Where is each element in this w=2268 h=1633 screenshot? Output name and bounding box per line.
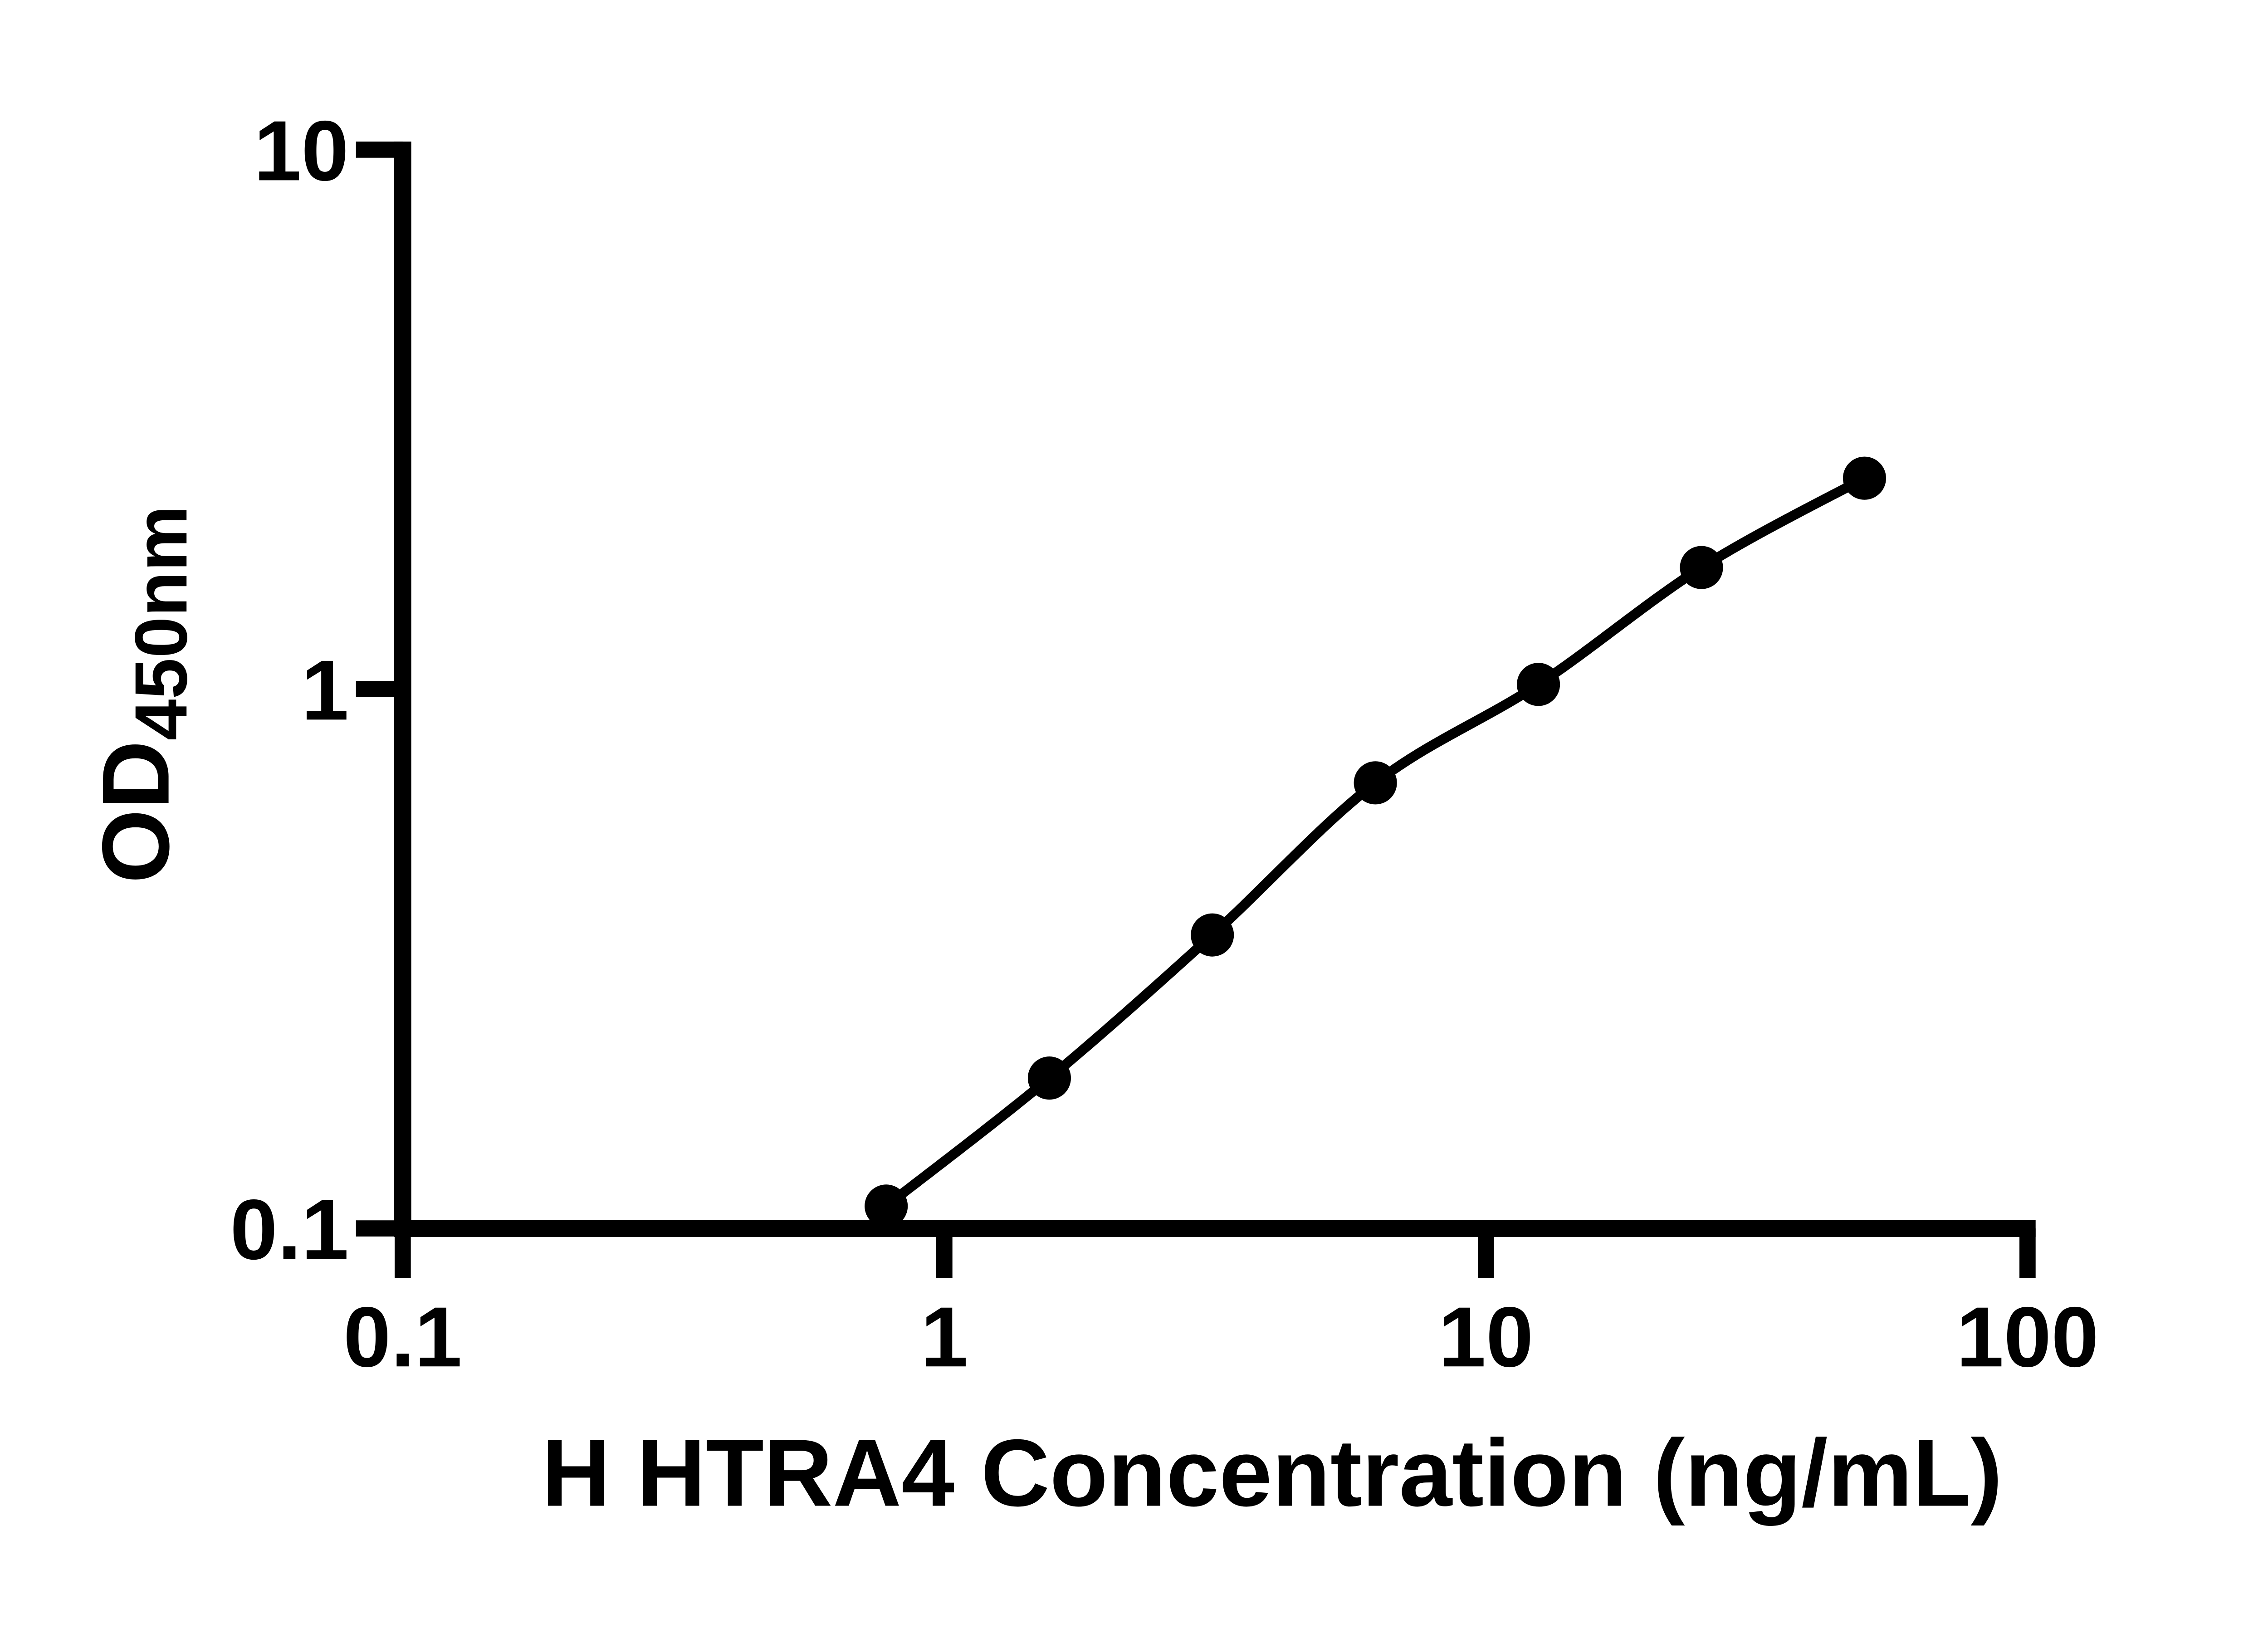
x-axis-ticks [395,1228,2036,1278]
x-tick-label: 10 [1438,1289,1533,1384]
y-tick-label: 1 [301,642,349,738]
x-tick-label: 0.1 [343,1289,462,1384]
x-tick-label: 100 [1956,1289,2099,1384]
y-axis-title-subscript: 450nm [119,505,202,740]
data-point-marker [1354,761,1397,805]
data-point-marker [1027,1056,1071,1100]
data-point-marker [1517,663,1560,706]
y-tick-label: 10 [254,103,349,198]
data-point-marker [865,1184,908,1228]
x-axis-tick-labels: 0.1 1 10 100 [343,1289,2099,1384]
y-axis-title: OD450nm [83,505,203,883]
y-axis-title-main: OD [83,740,189,883]
data-point-marker [1843,456,1887,500]
data-points [865,456,1887,1228]
x-tick-label: 1 [920,1289,968,1384]
data-point-marker [1191,913,1234,957]
x-axis-title: H HTRA4 Concentration (ng/mL) [542,1419,2003,1526]
y-axis-tick-labels: 0.1 1 10 [230,103,349,1277]
data-point-marker [1680,546,1723,589]
y-tick-label: 0.1 [230,1182,349,1277]
